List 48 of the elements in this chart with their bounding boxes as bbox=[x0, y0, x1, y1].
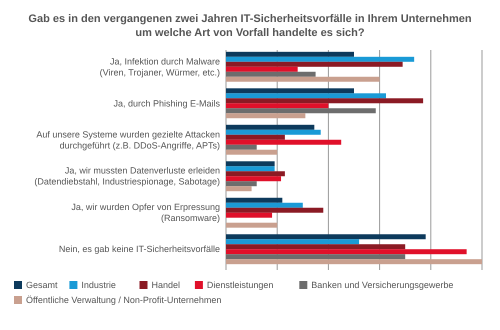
bar bbox=[226, 212, 272, 218]
y-tick-label: Ja, wir mussten Datenverluste erleiden (Datendiebstahl, Industriespionage, Sabotage) bbox=[34, 166, 220, 187]
bar bbox=[226, 98, 424, 104]
bar bbox=[226, 62, 403, 67]
bar bbox=[226, 88, 354, 94]
bar bbox=[226, 66, 298, 72]
bar bbox=[226, 140, 342, 145]
bar bbox=[226, 161, 275, 166]
bar bbox=[226, 186, 252, 192]
bar bbox=[226, 150, 278, 155]
bar bbox=[226, 254, 406, 260]
bar bbox=[226, 144, 257, 150]
y-tick-label: Nein, es gab keine IT-Sicherheitsvorfälle bbox=[58, 244, 220, 254]
bar bbox=[226, 176, 282, 182]
bar bbox=[226, 171, 285, 176]
bar bbox=[226, 134, 285, 140]
bar bbox=[226, 108, 376, 114]
bar bbox=[226, 76, 380, 82]
legend-label: Gesamt bbox=[26, 280, 58, 290]
bar bbox=[226, 222, 278, 228]
bar bbox=[226, 52, 354, 57]
bar bbox=[226, 234, 426, 240]
bar bbox=[226, 93, 386, 98]
legend-label: Öffentliche Verwaltung / Non-Profit-Unternehmen bbox=[26, 295, 222, 305]
bar bbox=[226, 56, 414, 62]
bar bbox=[226, 103, 328, 108]
legend-label: Dienstleistungen bbox=[206, 280, 274, 290]
bar bbox=[226, 181, 257, 186]
bar bbox=[226, 208, 324, 213]
legend-label: Banken und Versicherungsgewerbe bbox=[311, 280, 454, 290]
y-tick-label: Ja, durch Phishing E-Mails bbox=[113, 98, 220, 108]
bar bbox=[226, 244, 406, 250]
bar bbox=[226, 249, 467, 254]
bar bbox=[226, 239, 360, 244]
bar bbox=[226, 124, 314, 130]
chart-title: Gab es in den vergangenen zwei Jahren IT-Sicherheitsvorfälle in Ihrem Unternehmen um welche Art von Vorfall handelte es sich? bbox=[28, 13, 472, 39]
y-tick-label: Auf unsere Systeme wurden gezielte Attacken durchgeführt (z.B. DDoS-Angriffe, APTs) bbox=[36, 129, 220, 150]
y-tick-label: Ja, wir wurden Opfer von Erpressung (Ransomware) bbox=[71, 202, 220, 224]
bar bbox=[226, 166, 275, 172]
legend-label: Industrie bbox=[81, 280, 116, 290]
bar bbox=[226, 198, 282, 203]
legend-label: Handel bbox=[152, 280, 180, 290]
y-tick-label: Ja, Infektion durch Malware (Viren, Trojaner, Würmer, etc.) bbox=[100, 56, 220, 78]
bar bbox=[226, 72, 316, 77]
bar bbox=[226, 202, 303, 208]
bar bbox=[226, 259, 482, 264]
bar bbox=[226, 113, 306, 118]
bar bbox=[226, 130, 321, 135]
